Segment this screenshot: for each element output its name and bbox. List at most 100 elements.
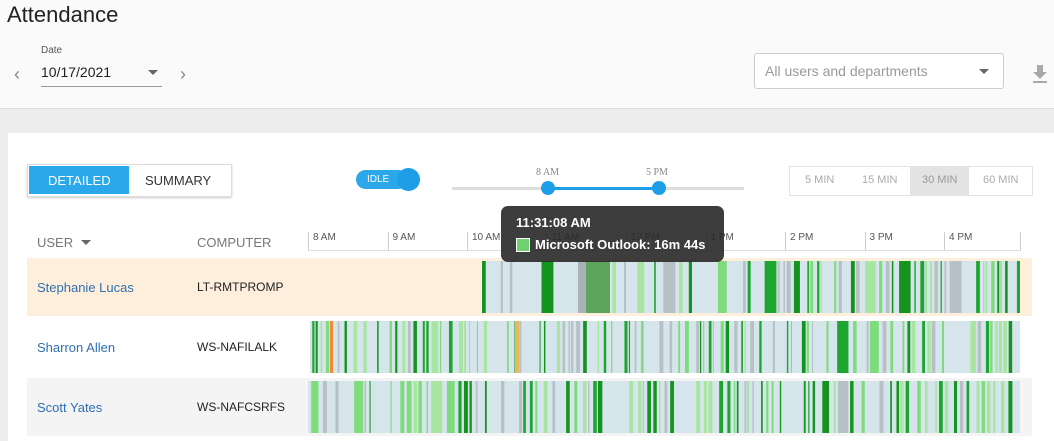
- activity-stripe: [509, 261, 513, 313]
- slider-label: 8 AM: [536, 167, 560, 178]
- activity-stripe: [562, 321, 566, 373]
- activity-stripe: [736, 381, 739, 433]
- activity-stripe: [822, 381, 830, 433]
- activity-stripe: [696, 381, 701, 433]
- activity-stripe: [344, 321, 347, 373]
- activity-stripe: [354, 381, 364, 433]
- idle-toggle[interactable]: [356, 170, 408, 189]
- activity-stripe: [678, 321, 681, 373]
- activity-stripe: [469, 321, 470, 373]
- activity-stripe: [981, 381, 986, 433]
- activity-stripe: [566, 381, 570, 433]
- activity-stripe: [395, 321, 398, 373]
- activity-stripe: [552, 381, 556, 433]
- tooltip-swatch: [516, 238, 530, 252]
- activity-stripe: [954, 381, 957, 433]
- activity-stripe: [838, 381, 849, 433]
- activity-stripe: [764, 261, 777, 313]
- activity-stripe: [568, 321, 570, 373]
- activity-stripe: [747, 381, 749, 433]
- date-picker[interactable]: [41, 64, 162, 87]
- activity-stripe: [907, 321, 911, 373]
- activity-stripe: [991, 261, 995, 313]
- activity-stripe: [890, 381, 892, 433]
- column-header[interactable]: USER: [37, 235, 74, 250]
- activity-stripe: [803, 381, 806, 433]
- activity-stripe: [700, 321, 702, 373]
- computer-name: WS-NAFCSRFS: [197, 400, 285, 414]
- activity-stripe: [654, 261, 656, 313]
- activity-stripe: [853, 321, 857, 373]
- hour-tick: [785, 232, 786, 250]
- activity-stripe: [659, 321, 664, 373]
- activity-stripe: [556, 321, 561, 373]
- activity-stripe: [1000, 261, 1002, 313]
- slider-handle[interactable]: [541, 181, 555, 195]
- dropdown-arrow: [148, 70, 158, 75]
- activity-stripe: [786, 321, 789, 373]
- activity-bar: [308, 381, 1020, 433]
- toggle-knob: [397, 168, 420, 191]
- activity-stripe: [611, 321, 613, 373]
- dropdown-arrow: [979, 69, 989, 74]
- activity-stripe: [628, 321, 631, 373]
- prev-day[interactable]: ‹: [14, 64, 20, 84]
- activity-stripe: [783, 261, 785, 313]
- activity-stripe: [879, 381, 884, 433]
- filter-select[interactable]: [754, 53, 1004, 89]
- hour-label: 4 PM: [949, 232, 973, 243]
- tab-active[interactable]: [29, 166, 129, 194]
- activity-stripe: [337, 321, 340, 373]
- activity-stripe: [995, 321, 998, 373]
- activity-stripe: [629, 381, 634, 433]
- activity-stripe: [1003, 321, 1007, 373]
- activity-stripe: [990, 321, 993, 373]
- activity-stripe: [837, 321, 849, 373]
- activity-stripe: [464, 321, 467, 373]
- hour-tick: [308, 232, 309, 250]
- interval-option[interactable]: 15 MIN: [862, 174, 898, 186]
- activity-stripe: [743, 261, 746, 313]
- activity-stripe: [696, 321, 700, 373]
- activity-stripe: [703, 321, 705, 373]
- activity-stripe: [1005, 261, 1008, 313]
- user-link[interactable]: Scott Yates: [37, 400, 103, 415]
- activity-stripe: [364, 381, 367, 433]
- activity-stripe: [637, 261, 645, 313]
- activity-stripe: [574, 381, 578, 433]
- hour-tick: [467, 232, 468, 250]
- user-link[interactable]: Sharron Allen: [37, 340, 116, 355]
- activity-stripe: [588, 381, 590, 433]
- slider-handle[interactable]: [652, 181, 666, 195]
- interval-option[interactable]: 5 MIN: [805, 174, 835, 186]
- user-link[interactable]: Stephanie Lucas: [37, 280, 134, 295]
- activity-stripe: [925, 381, 928, 433]
- tab-label[interactable]: SUMMARY: [145, 173, 212, 188]
- activity-stripe: [1016, 261, 1020, 313]
- next-day[interactable]: ›: [180, 64, 186, 84]
- tooltip-time: 11:31:08 AM: [516, 215, 591, 230]
- tooltip: [501, 206, 724, 262]
- activity-stripe: [519, 381, 523, 433]
- activity-stripe: [808, 381, 810, 433]
- activity-stripe: [1008, 321, 1013, 373]
- activity-stripe: [482, 261, 486, 313]
- activity-stripe: [998, 321, 1002, 373]
- activity-stripe: [320, 321, 323, 373]
- activity-stripe: [734, 321, 738, 373]
- activity-stripe: [413, 381, 418, 433]
- column-header: COMPUTER: [197, 235, 272, 250]
- activity-stripe: [941, 321, 944, 373]
- activity-stripe: [448, 321, 453, 373]
- activity-stripe: [539, 321, 541, 373]
- activity-stripe: [833, 381, 836, 433]
- download-button[interactable]: [1031, 64, 1049, 84]
- activity-stripe: [752, 381, 754, 433]
- activity-stripe: [983, 261, 985, 313]
- interval-option[interactable]: 30 MIN: [922, 174, 958, 186]
- activity-stripe: [922, 321, 925, 373]
- tab-label: DETAILED: [48, 173, 111, 188]
- activity-stripe: [535, 381, 538, 433]
- activity-stripe: [925, 261, 927, 313]
- interval-option[interactable]: 60 MIN: [983, 174, 1019, 186]
